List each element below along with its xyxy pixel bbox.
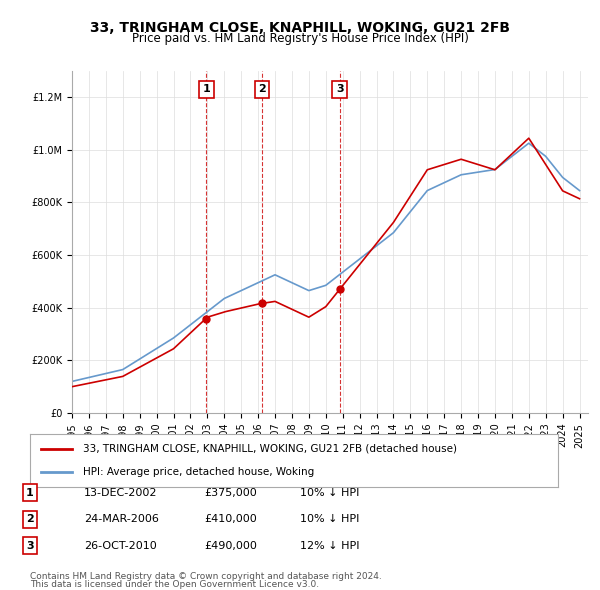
Text: Price paid vs. HM Land Registry's House Price Index (HPI): Price paid vs. HM Land Registry's House … [131,32,469,45]
Text: Contains HM Land Registry data © Crown copyright and database right 2024.: Contains HM Land Registry data © Crown c… [30,572,382,581]
Text: 10% ↓ HPI: 10% ↓ HPI [300,488,359,497]
Text: 10% ↓ HPI: 10% ↓ HPI [300,514,359,524]
Text: 26-OCT-2010: 26-OCT-2010 [84,541,157,550]
Text: 33, TRINGHAM CLOSE, KNAPHILL, WOKING, GU21 2FB: 33, TRINGHAM CLOSE, KNAPHILL, WOKING, GU… [90,21,510,35]
Text: 3: 3 [336,84,343,94]
Text: 24-MAR-2006: 24-MAR-2006 [84,514,159,524]
Text: 3: 3 [26,541,34,550]
Text: £490,000: £490,000 [204,541,257,550]
Text: 2: 2 [258,84,266,94]
Text: £375,000: £375,000 [204,488,257,497]
Text: HPI: Average price, detached house, Woking: HPI: Average price, detached house, Woki… [83,467,314,477]
Text: 13-DEC-2002: 13-DEC-2002 [84,488,157,497]
Text: 12% ↓ HPI: 12% ↓ HPI [300,541,359,550]
Text: 33, TRINGHAM CLOSE, KNAPHILL, WOKING, GU21 2FB (detached house): 33, TRINGHAM CLOSE, KNAPHILL, WOKING, GU… [83,444,457,454]
Text: This data is licensed under the Open Government Licence v3.0.: This data is licensed under the Open Gov… [30,580,319,589]
Text: 1: 1 [26,488,34,497]
Text: 1: 1 [203,84,211,94]
Text: £410,000: £410,000 [204,514,257,524]
Text: 2: 2 [26,514,34,524]
